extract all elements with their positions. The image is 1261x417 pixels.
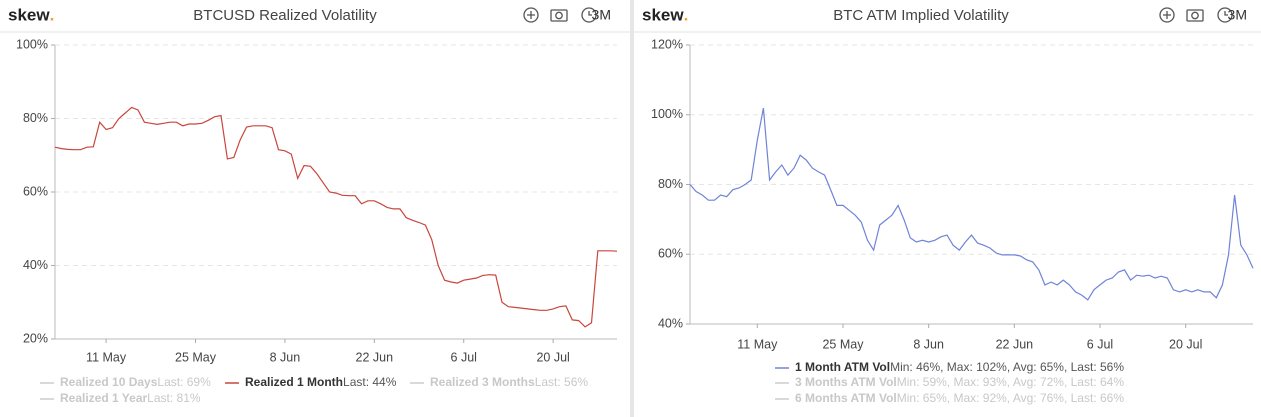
legend-item[interactable]: 6 Months ATM VolMin: 65%, Max: 92%, Avg:… — [775, 391, 1124, 405]
legend-name: Realized 1 Year — [60, 391, 148, 405]
legend-name: 1 Month ATM Vol — [795, 360, 890, 374]
legend-text: Realized 3 MonthsLast: 56% — [430, 375, 588, 389]
add-icon[interactable] — [523, 7, 539, 23]
x-tick-label: 25 May — [175, 350, 217, 364]
legend-stats: Min: 59%, Max: 93%, Avg: 72%, Last: 64% — [897, 375, 1125, 389]
y-tick-label: 20% — [23, 331, 48, 345]
x-tick-label: 11 May — [737, 337, 778, 351]
logo-dot: . — [684, 5, 689, 24]
legend-text: 1 Month ATM VolMin: 46%, Max: 102%, Avg:… — [795, 360, 1124, 374]
legend-name: 6 Months ATM Vol — [795, 391, 897, 405]
legend-name: Realized 10 Days — [60, 375, 158, 389]
add-icon[interactable] — [1159, 7, 1175, 23]
series-line — [689, 107, 1254, 301]
range-button[interactable]: 3M — [592, 7, 611, 23]
range-button[interactable]: 3M — [1228, 7, 1247, 23]
x-tick-label: 20 Jul — [1169, 337, 1202, 351]
legend-text: 6 Months ATM VolMin: 65%, Max: 92%, Avg:… — [795, 391, 1124, 405]
legend-stats: Last: 56% — [535, 375, 589, 389]
clock-icon[interactable] — [1217, 7, 1233, 23]
legend-stats: Last: 44% — [343, 375, 397, 389]
right-icons[interactable] — [1159, 7, 1233, 23]
legend-text: Realized 10 DaysLast: 69% — [60, 375, 211, 389]
logo: skew — [8, 5, 50, 24]
x-tick-label: 8 Jun — [913, 337, 944, 351]
legend-name: Realized 3 Months — [430, 375, 535, 389]
chart-title: BTCUSD Realized Volatility — [193, 7, 377, 24]
legend-stats: Last: 81% — [147, 391, 201, 405]
camera-icon[interactable] — [1186, 9, 1204, 22]
add-icon-plus — [527, 11, 535, 19]
y-tick-label: 40% — [658, 316, 683, 330]
legend-item[interactable]: Realized 1 MonthLast: 44% — [225, 375, 397, 389]
legend-text: 3 Months ATM VolMin: 59%, Max: 93%, Avg:… — [795, 375, 1124, 389]
clock-hands — [1224, 11, 1228, 16]
legend-stats: Min: 65%, Max: 92%, Avg: 76%, Last: 66% — [897, 391, 1125, 405]
legend-item[interactable]: Realized 3 MonthsLast: 56% — [410, 375, 588, 389]
legend-stats: Min: 46%, Max: 102%, Avg: 65%, Last: 56% — [890, 360, 1124, 374]
legend-item[interactable]: Realized 10 DaysLast: 69% — [40, 375, 211, 389]
y-tick-label: 60% — [23, 184, 48, 198]
x-tick-label: 20 Jul — [536, 350, 569, 364]
x-tick-label: 8 Jun — [270, 350, 301, 364]
legend-item[interactable]: 3 Months ATM VolMin: 59%, Max: 93%, Avg:… — [775, 375, 1124, 389]
camera-lens — [1191, 11, 1199, 20]
x-tick-label: 6 Jul — [451, 350, 477, 364]
camera-lens — [555, 11, 563, 20]
x-tick-label: 6 Jul — [1087, 337, 1113, 351]
x-tick-label: 22 Jun — [356, 350, 394, 364]
x-tick-label: 25 May — [822, 337, 864, 351]
clock-hands — [588, 11, 592, 16]
legend-text: Realized 1 YearLast: 81% — [60, 391, 201, 405]
chart-title: BTC ATM Implied Volatility — [833, 7, 1009, 24]
series-line — [54, 106, 618, 328]
y-tick-label: 100% — [16, 37, 48, 51]
add-icon-plus — [1163, 11, 1171, 19]
legend-stats: Last: 69% — [157, 375, 211, 389]
y-tick-label: 80% — [658, 177, 683, 191]
camera-icon[interactable] — [550, 9, 568, 22]
left-icons[interactable] — [523, 7, 597, 23]
panel-divider — [630, 0, 634, 417]
legend-name: Realized 1 Month — [245, 375, 343, 389]
x-tick-label: 22 Jun — [996, 337, 1034, 351]
y-tick-label: 120% — [651, 37, 683, 51]
y-tick-label: 40% — [23, 258, 48, 272]
legend-text: Realized 1 MonthLast: 44% — [245, 375, 397, 389]
legend-item[interactable]: 1 Month ATM VolMin: 46%, Max: 102%, Avg:… — [775, 360, 1124, 374]
clock-icon[interactable] — [581, 7, 597, 23]
y-tick-label: 60% — [658, 247, 683, 261]
legend-item[interactable]: Realized 1 YearLast: 81% — [40, 391, 201, 405]
logo-dot: . — [50, 5, 55, 24]
legend-name: 3 Months ATM Vol — [795, 375, 897, 389]
logo: skew — [642, 5, 684, 24]
x-tick-label: 11 May — [86, 350, 127, 364]
y-tick-label: 80% — [23, 111, 48, 125]
y-tick-label: 100% — [651, 107, 683, 121]
